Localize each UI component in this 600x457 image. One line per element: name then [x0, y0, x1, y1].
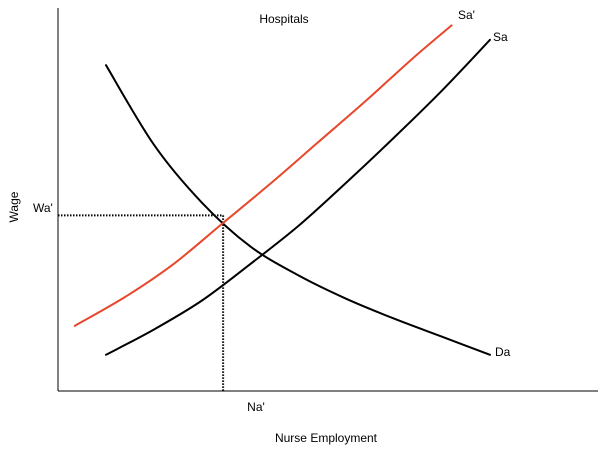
axes — [57, 8, 598, 392]
labels: Hospitals Nurse Employment Wage Da Sa Sa… — [7, 8, 511, 445]
reference-lines — [58, 214, 225, 391]
series-label-sa: Sa — [493, 30, 508, 44]
series-line-da — [105, 64, 491, 356]
series-line-sa — [105, 38, 491, 356]
y-axis-label: Wage — [7, 191, 21, 222]
tick-label-wa-prime: Wa' — [33, 201, 53, 215]
chart-title: Hospitals — [259, 12, 308, 26]
series-line-sa-prime — [73, 24, 453, 327]
tick-label-na-prime: Na' — [247, 400, 265, 414]
series-label-sa-prime: Sa' — [458, 8, 475, 22]
series-label-da: Da — [495, 345, 511, 359]
x-axis-label: Nurse Employment — [275, 431, 378, 445]
series-lines — [73, 24, 491, 356]
